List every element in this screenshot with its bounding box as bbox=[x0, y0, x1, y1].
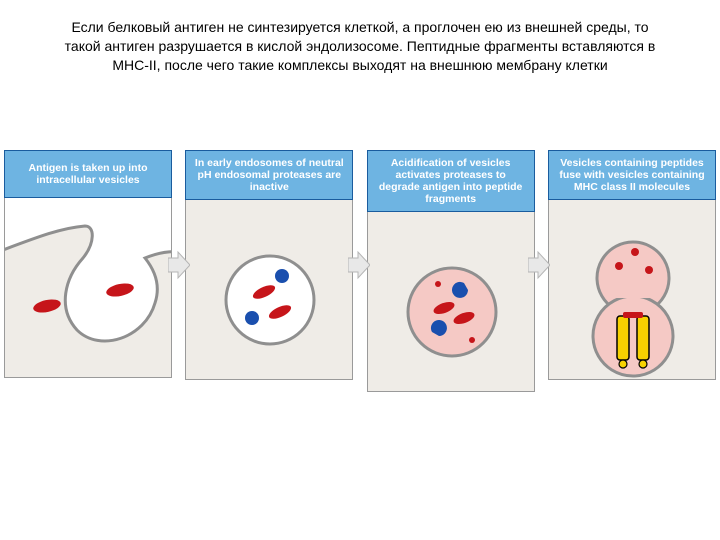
panel-1: Antigen is taken up into intracellular v… bbox=[4, 150, 172, 392]
panel-3-body bbox=[367, 212, 535, 392]
panel-1-header: Antigen is taken up into intracellular v… bbox=[4, 150, 172, 198]
arrow-1 bbox=[168, 250, 190, 280]
panel-2-header: In early endosomes of neutral pH endosom… bbox=[185, 150, 353, 200]
arrow-3 bbox=[528, 250, 550, 280]
panel-2-body bbox=[185, 200, 353, 380]
panel-4: Vesicles containing peptides fuse with v… bbox=[548, 150, 716, 392]
panel-3: Acidification of vesicles activates prot… bbox=[367, 150, 535, 392]
panel-1-body bbox=[4, 198, 172, 378]
description-text: Если белковый антиген не синтезируется к… bbox=[0, 0, 720, 85]
panel-2: In early endosomes of neutral pH endosom… bbox=[185, 150, 353, 392]
panel-4-body bbox=[548, 200, 716, 380]
panel-4-header: Vesicles containing peptides fuse with v… bbox=[548, 150, 716, 200]
panel-3-header: Acidification of vesicles activates prot… bbox=[367, 150, 535, 212]
arrow-2 bbox=[348, 250, 370, 280]
